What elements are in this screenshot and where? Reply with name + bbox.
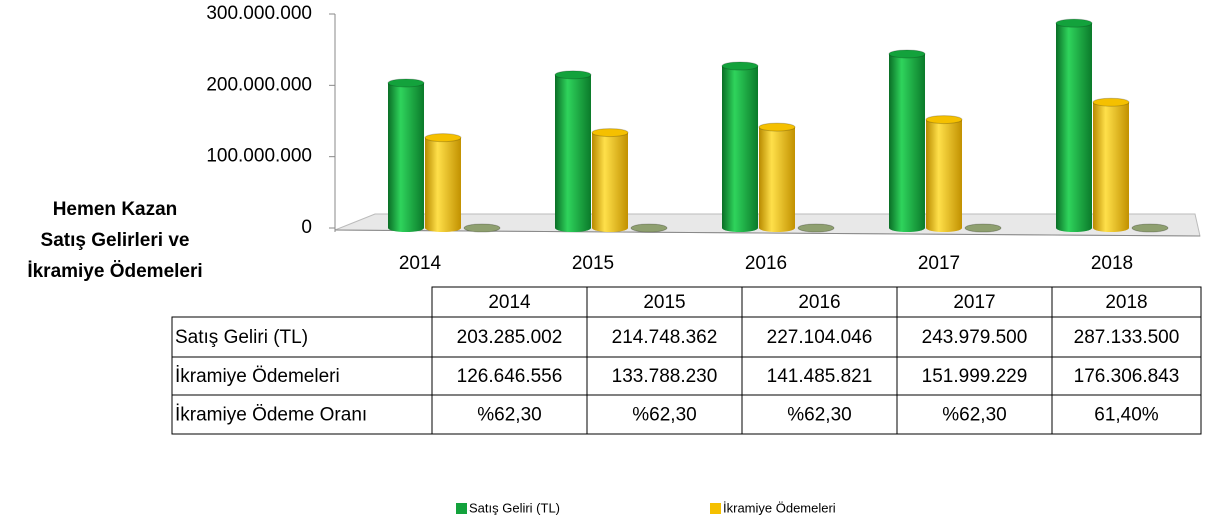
- bar-top: [925, 115, 963, 125]
- bar-base: [425, 224, 461, 232]
- bar-top: [554, 70, 592, 80]
- bar-top: [721, 61, 759, 71]
- bar-body: [1093, 102, 1129, 228]
- table-header: 2016: [798, 292, 840, 313]
- table-value: 287.133.500: [1074, 327, 1180, 348]
- y-axis-label: İkramiye Ödemeleri: [27, 261, 202, 282]
- table-value: 126.646.556: [457, 366, 563, 387]
- y-axis-label: Satış Gelirleri ve: [41, 230, 190, 251]
- x-tick-label: 2014: [399, 253, 442, 274]
- bar-base: [759, 224, 795, 232]
- bar-base: [1093, 224, 1129, 232]
- bar-top: [964, 223, 1002, 233]
- table-value: 214.748.362: [612, 327, 718, 348]
- table-row-label: Satış Geliri (TL): [175, 327, 308, 348]
- table-header: 2018: [1105, 292, 1147, 313]
- y-tick-label: 200.000.000: [206, 74, 312, 95]
- bar-top: [463, 223, 501, 233]
- table-value: 243.979.500: [922, 327, 1028, 348]
- bar-body: [1056, 23, 1092, 229]
- bar-top: [1092, 97, 1130, 107]
- bar-top: [591, 128, 629, 138]
- x-tick-label: 2018: [1091, 253, 1133, 274]
- bar-top: [424, 133, 462, 143]
- bar-body: [425, 137, 461, 228]
- table-cell: [1051, 394, 1202, 435]
- bar-base: [889, 224, 925, 232]
- bar-body: [555, 74, 591, 228]
- bar-top: [1131, 223, 1169, 233]
- table-value: 133.788.230: [612, 366, 718, 387]
- bar-body: [592, 132, 628, 228]
- legend-label: Satış Geliri (TL): [469, 500, 560, 515]
- y-tick-label: 0: [301, 217, 312, 238]
- bar-body: [759, 127, 795, 228]
- bar-base: [592, 224, 628, 232]
- table-value: %62,30: [942, 405, 1006, 426]
- legend-swatch: [710, 503, 721, 514]
- bar-base: [388, 224, 424, 232]
- data-table: 2014 2015 2016 2017 2018 Satış Geliri (TL) 203…: [171, 286, 1202, 435]
- x-tick-label: 2016: [745, 253, 787, 274]
- bar-body: [889, 53, 925, 228]
- table-value: 203.285.002: [457, 327, 563, 348]
- table-row-label: İkramiye Ödemeleri: [175, 366, 340, 387]
- bar-top: [758, 122, 796, 132]
- table-value: 176.306.843: [1074, 366, 1180, 387]
- bar-top: [387, 78, 425, 88]
- table-row-label: İkramiye Ödeme Oranı: [175, 405, 367, 426]
- legend-label: İkramiye Ödemeleri: [723, 500, 836, 515]
- bar-top: [797, 223, 835, 233]
- x-tick-label: 2015: [572, 253, 614, 274]
- x-tick-label: 2017: [918, 253, 960, 274]
- table-value: 151.999.229: [922, 366, 1028, 387]
- bar-base: [926, 224, 962, 232]
- table-value: %62,30: [477, 405, 541, 426]
- bar-body: [388, 82, 424, 229]
- y-tick-label: 100.000.000: [206, 146, 312, 167]
- table-value: %62,30: [632, 405, 696, 426]
- legend-swatch: [456, 503, 467, 514]
- y-tick-label: 300.000.000: [206, 3, 312, 24]
- table-header: 2015: [643, 292, 685, 313]
- bar-body: [722, 65, 758, 228]
- y-axis-label: Hemen Kazan: [53, 199, 178, 220]
- table-value: 141.485.821: [767, 366, 873, 387]
- table-header: 2014: [488, 292, 531, 313]
- table-header: 2017: [953, 292, 995, 313]
- bar-top: [1055, 18, 1093, 28]
- bar-base: [1056, 224, 1092, 232]
- bar-base: [555, 224, 591, 232]
- table-value: 227.104.046: [767, 327, 873, 348]
- bar-top: [630, 223, 668, 233]
- bar-base: [722, 224, 758, 232]
- table-value: %62,30: [787, 405, 851, 426]
- table-value: 61,40%: [1094, 405, 1159, 426]
- bar-top: [888, 49, 926, 59]
- bar-body: [926, 119, 962, 228]
